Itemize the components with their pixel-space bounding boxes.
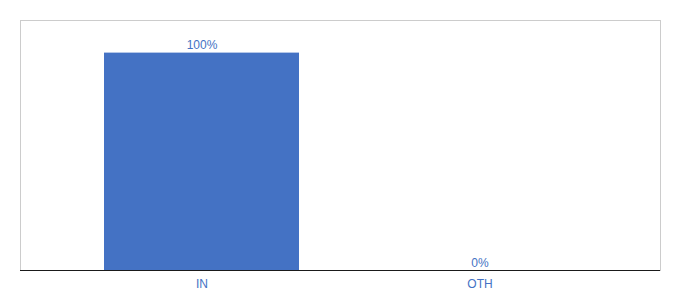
svg-text:IN: IN — [196, 277, 208, 291]
svg-text:OTH: OTH — [467, 277, 492, 291]
svg-text:0%: 0% — [471, 256, 489, 270]
svg-text:100%: 100% — [187, 38, 218, 52]
